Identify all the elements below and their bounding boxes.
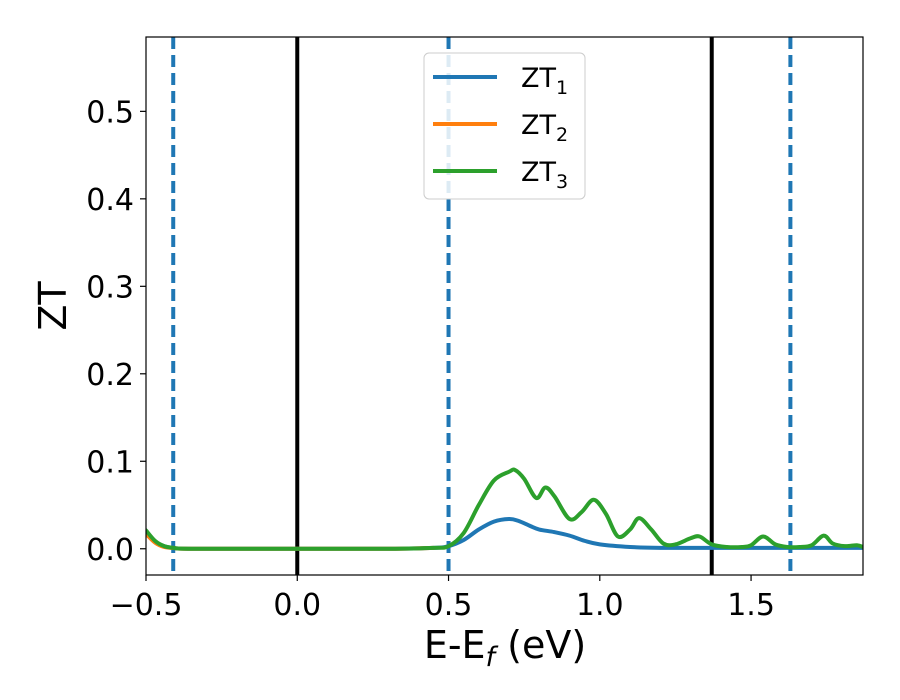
- legend: ZT1 ZT2 ZT3: [423, 52, 586, 200]
- y-tick-label: 0.4: [86, 183, 134, 218]
- x-axis: −0.5 0.0 0.5 1.0 1.5: [110, 575, 775, 623]
- y-tick-label: 0.1: [86, 445, 134, 480]
- x-tick-label: 0.0: [273, 588, 321, 623]
- x-tick-label: 0.5: [425, 588, 473, 623]
- legend-label-1: ZT1: [521, 63, 568, 99]
- x-axis-label: E-Ef (eV): [424, 623, 586, 673]
- plot-frame: [145, 36, 864, 576]
- series-layer: [146, 467, 863, 551]
- y-axis: 0.0 0.1 0.2 0.3 0.4 0.5: [86, 95, 146, 568]
- x-tick-label: 1.5: [727, 588, 775, 623]
- series-line-3: [146, 467, 863, 551]
- legend-label-3: ZT3: [521, 157, 568, 193]
- x-axis-label-main: E-E: [424, 623, 486, 667]
- legend-box: [423, 52, 586, 200]
- y-tick-label: 0.0: [86, 533, 134, 568]
- x-axis-label-unit: (eV): [495, 623, 586, 667]
- y-tick-label: 0.2: [86, 358, 134, 393]
- reference-lines: [171, 37, 793, 575]
- x-tick-label: −0.5: [110, 588, 183, 623]
- y-tick-label: 0.3: [86, 270, 134, 305]
- x-tick-label: 1.0: [576, 588, 624, 623]
- legend-label-2: ZT2: [521, 110, 568, 146]
- y-axis-label: ZT: [31, 281, 75, 331]
- y-tick-label: 0.5: [86, 95, 134, 130]
- series-line-2: [146, 531, 436, 551]
